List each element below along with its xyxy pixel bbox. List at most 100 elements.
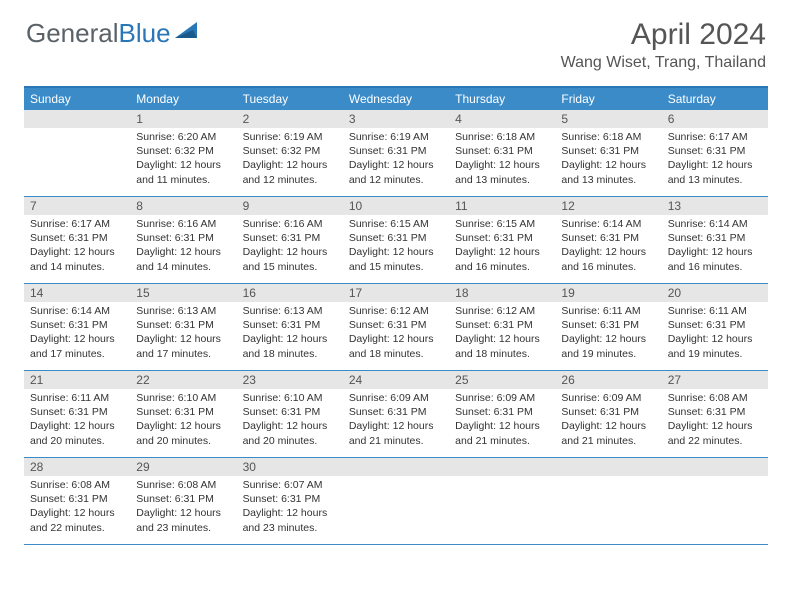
sunrise-text: Sunrise: 6:16 AM [243,217,337,231]
daylight-text: Daylight: 12 hours and 18 minutes. [455,332,549,360]
daylight-text: Daylight: 12 hours and 13 minutes. [668,158,762,186]
calendar-day-cell [449,458,555,544]
sunrise-text: Sunrise: 6:19 AM [349,130,443,144]
sunrise-text: Sunrise: 6:12 AM [349,304,443,318]
day-body: Sunrise: 6:09 AMSunset: 6:31 PMDaylight:… [449,389,555,452]
day-number-bar [662,458,768,476]
day-number: 19 [555,284,661,302]
day-number: 25 [449,371,555,389]
day-number-bar: 9 [237,197,343,215]
sunrise-text: Sunrise: 6:08 AM [30,478,124,492]
logo-text-blue: Blue [119,18,171,49]
calendar-day-cell: 14Sunrise: 6:14 AMSunset: 6:31 PMDayligh… [24,284,130,370]
calendar-day-cell: 16Sunrise: 6:13 AMSunset: 6:31 PMDayligh… [237,284,343,370]
day-body: Sunrise: 6:12 AMSunset: 6:31 PMDaylight:… [343,302,449,365]
location-label: Wang Wiset, Trang, Thailand [561,54,766,72]
day-body: Sunrise: 6:15 AMSunset: 6:31 PMDaylight:… [449,215,555,278]
sunset-text: Sunset: 6:31 PM [561,405,655,419]
sunset-text: Sunset: 6:31 PM [30,318,124,332]
sunset-text: Sunset: 6:31 PM [668,144,762,158]
day-number: 6 [662,110,768,128]
day-number: 1 [130,110,236,128]
day-number-bar: 29 [130,458,236,476]
daylight-text: Daylight: 12 hours and 11 minutes. [136,158,230,186]
day-number: 24 [343,371,449,389]
sunrise-text: Sunrise: 6:10 AM [136,391,230,405]
calendar-day-cell: 29Sunrise: 6:08 AMSunset: 6:31 PMDayligh… [130,458,236,544]
day-number: 14 [24,284,130,302]
day-body: Sunrise: 6:20 AMSunset: 6:32 PMDaylight:… [130,128,236,191]
day-number-bar: 4 [449,110,555,128]
sunset-text: Sunset: 6:31 PM [349,231,443,245]
sunrise-text: Sunrise: 6:15 AM [349,217,443,231]
sunrise-text: Sunrise: 6:11 AM [561,304,655,318]
day-number: 16 [237,284,343,302]
day-number-bar: 16 [237,284,343,302]
daylight-text: Daylight: 12 hours and 15 minutes. [349,245,443,273]
day-number [662,458,768,462]
calendar-day-cell: 20Sunrise: 6:11 AMSunset: 6:31 PMDayligh… [662,284,768,370]
daylight-text: Daylight: 12 hours and 20 minutes. [30,419,124,447]
day-number: 15 [130,284,236,302]
calendar-day-cell: 5Sunrise: 6:18 AMSunset: 6:31 PMDaylight… [555,110,661,196]
daylight-text: Daylight: 12 hours and 23 minutes. [136,506,230,534]
day-number-bar: 20 [662,284,768,302]
sunrise-text: Sunrise: 6:10 AM [243,391,337,405]
calendar-day-cell: 17Sunrise: 6:12 AMSunset: 6:31 PMDayligh… [343,284,449,370]
day-body: Sunrise: 6:11 AMSunset: 6:31 PMDaylight:… [662,302,768,365]
day-number-bar: 30 [237,458,343,476]
weekday-header-row: Sunday Monday Tuesday Wednesday Thursday… [24,88,768,110]
weekday-header: Saturday [662,88,768,110]
daylight-text: Daylight: 12 hours and 18 minutes. [243,332,337,360]
day-number-bar: 28 [24,458,130,476]
sunset-text: Sunset: 6:31 PM [136,405,230,419]
sunrise-text: Sunrise: 6:14 AM [668,217,762,231]
daylight-text: Daylight: 12 hours and 14 minutes. [136,245,230,273]
day-number: 30 [237,458,343,476]
day-body: Sunrise: 6:09 AMSunset: 6:31 PMDaylight:… [555,389,661,452]
sunrise-text: Sunrise: 6:09 AM [349,391,443,405]
header: GeneralBlue April 2024 Wang Wiset, Trang… [0,0,792,80]
day-body: Sunrise: 6:07 AMSunset: 6:31 PMDaylight:… [237,476,343,539]
daylight-text: Daylight: 12 hours and 22 minutes. [668,419,762,447]
day-body [555,476,661,482]
day-number: 27 [662,371,768,389]
weekday-header: Thursday [449,88,555,110]
sunrise-text: Sunrise: 6:14 AM [30,304,124,318]
day-number-bar: 15 [130,284,236,302]
day-body: Sunrise: 6:19 AMSunset: 6:32 PMDaylight:… [237,128,343,191]
day-body: Sunrise: 6:13 AMSunset: 6:31 PMDaylight:… [237,302,343,365]
sunset-text: Sunset: 6:31 PM [561,231,655,245]
daylight-text: Daylight: 12 hours and 17 minutes. [136,332,230,360]
calendar-day-cell: 18Sunrise: 6:12 AMSunset: 6:31 PMDayligh… [449,284,555,370]
logo-triangle-icon [175,14,201,45]
calendar-day-cell: 30Sunrise: 6:07 AMSunset: 6:31 PMDayligh… [237,458,343,544]
daylight-text: Daylight: 12 hours and 18 minutes. [349,332,443,360]
calendar-day-cell: 25Sunrise: 6:09 AMSunset: 6:31 PMDayligh… [449,371,555,457]
sunset-text: Sunset: 6:31 PM [668,318,762,332]
day-body: Sunrise: 6:19 AMSunset: 6:31 PMDaylight:… [343,128,449,191]
daylight-text: Daylight: 12 hours and 19 minutes. [561,332,655,360]
sunrise-text: Sunrise: 6:15 AM [455,217,549,231]
day-number-bar [555,458,661,476]
daylight-text: Daylight: 12 hours and 12 minutes. [349,158,443,186]
day-number: 26 [555,371,661,389]
daylight-text: Daylight: 12 hours and 16 minutes. [561,245,655,273]
day-number-bar: 18 [449,284,555,302]
sunset-text: Sunset: 6:31 PM [668,405,762,419]
calendar-day-cell: 26Sunrise: 6:09 AMSunset: 6:31 PMDayligh… [555,371,661,457]
sunset-text: Sunset: 6:31 PM [243,231,337,245]
day-body: Sunrise: 6:09 AMSunset: 6:31 PMDaylight:… [343,389,449,452]
sunset-text: Sunset: 6:31 PM [455,405,549,419]
title-block: April 2024 Wang Wiset, Trang, Thailand [561,18,766,72]
day-body [662,476,768,482]
day-number-bar: 6 [662,110,768,128]
calendar-day-cell: 28Sunrise: 6:08 AMSunset: 6:31 PMDayligh… [24,458,130,544]
day-body: Sunrise: 6:08 AMSunset: 6:31 PMDaylight:… [662,389,768,452]
day-body: Sunrise: 6:08 AMSunset: 6:31 PMDaylight:… [130,476,236,539]
calendar-day-cell [555,458,661,544]
sunset-text: Sunset: 6:31 PM [561,318,655,332]
sunset-text: Sunset: 6:31 PM [349,405,443,419]
day-body: Sunrise: 6:12 AMSunset: 6:31 PMDaylight:… [449,302,555,365]
day-number: 3 [343,110,449,128]
